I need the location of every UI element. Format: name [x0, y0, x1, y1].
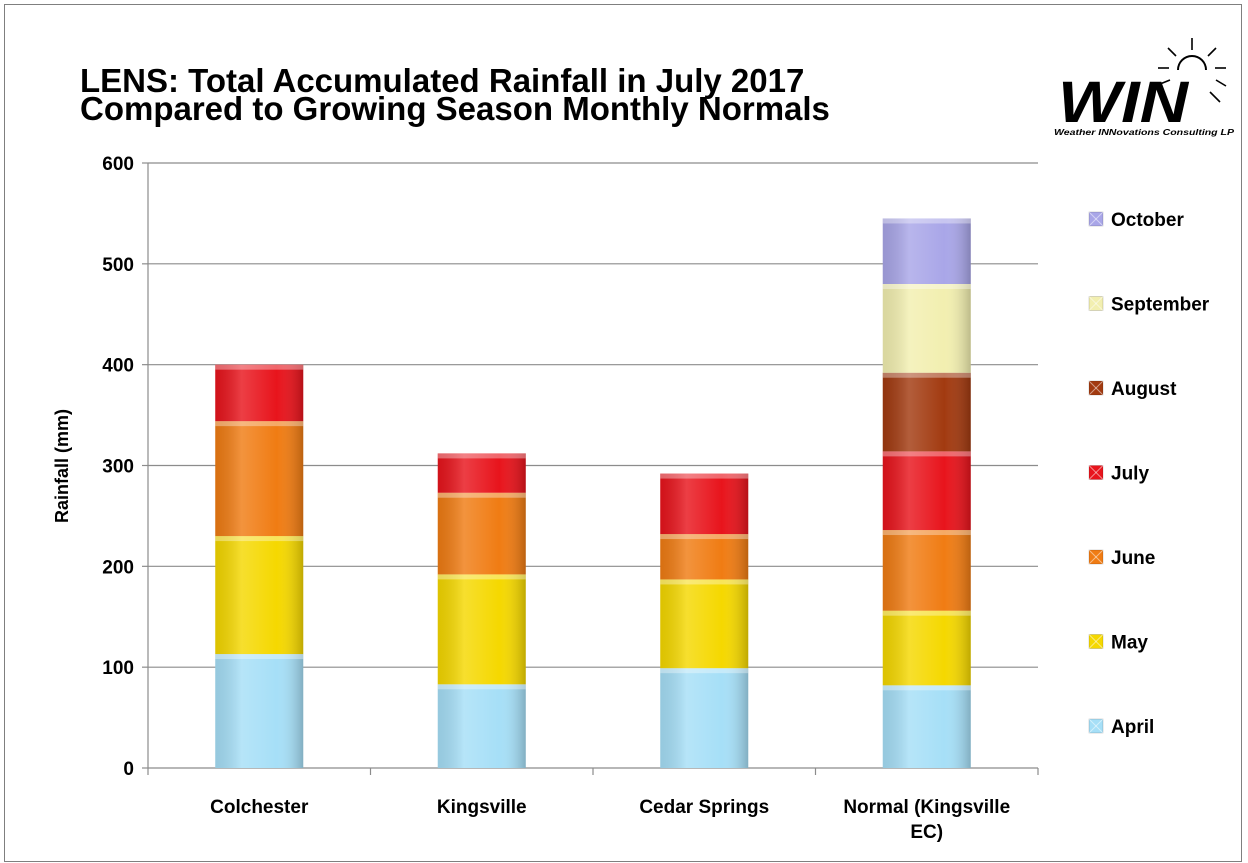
bar-segment-july [437, 453, 526, 493]
bar-segment-april [437, 684, 526, 768]
legend-item-august: August [1088, 379, 1177, 400]
logo-text: WIN [1058, 70, 1189, 135]
legend-label: September [1111, 295, 1210, 316]
x-tick-label: Cedar Springs [639, 797, 769, 818]
legend-label: June [1111, 548, 1155, 569]
legend-label: May [1111, 633, 1148, 654]
bar-segment-june [437, 492, 526, 575]
legend-label: October [1111, 210, 1184, 231]
legend-label: April [1111, 717, 1154, 738]
bar-segment-may [437, 574, 526, 685]
legend-item-july: July [1088, 464, 1149, 485]
bar-segment-october [882, 218, 971, 284]
win-logo: WIN Weather INNovations Consulting LP [1054, 38, 1235, 137]
legend-label: July [1111, 464, 1149, 485]
chart-frame [4, 4, 1242, 862]
sun-icon [1158, 38, 1227, 103]
y-tick-label: 100 [102, 658, 134, 679]
legend-item-june: June [1088, 548, 1155, 569]
y-tick-label: 300 [102, 457, 134, 478]
y-axis: 0 100 200 300 400 500 600 [102, 154, 149, 780]
legend: October September August July June May April [1088, 210, 1210, 738]
x-tick-label: Kingsville [437, 797, 527, 818]
bar-segment-september [882, 284, 971, 373]
legend-label: August [1111, 379, 1177, 400]
chart-title-line-1: LENS: Total Accumulated Rainfall in July… [80, 62, 805, 99]
bar-segment-july [882, 451, 971, 531]
bar-segment-may [660, 579, 749, 669]
legend-item-september: September [1088, 295, 1210, 316]
x-axis: Colchester Kingsville Cedar Springs Normal … [147, 767, 1039, 843]
bar-segment-july [660, 473, 749, 535]
bar-segment-june [660, 534, 749, 580]
y-axis-label: Rainfall (mm) [52, 409, 72, 523]
logo-tagline: Weather INNovations Consulting LP [1054, 128, 1235, 137]
bar-segment-june [882, 530, 971, 611]
bar-segment-april [882, 685, 971, 768]
bar-segment-july [215, 364, 304, 422]
bar-segment-april [660, 668, 749, 768]
legend-item-april: April [1088, 717, 1154, 738]
y-tick-label: 0 [123, 759, 134, 780]
bar-segment-august [882, 372, 971, 452]
legend-item-october: October [1088, 210, 1184, 231]
chart-title-line-2: Compared to Growing Season Monthly Norma… [80, 90, 830, 127]
x-tick-label: Colchester [210, 797, 309, 818]
bar-segment-may [882, 610, 971, 686]
y-tick-label: 200 [102, 557, 134, 578]
bar-segment-may [215, 536, 304, 655]
y-tick-label: 600 [102, 154, 134, 175]
bar-segment-june [215, 421, 304, 537]
bar-segment-april [215, 654, 304, 768]
y-tick-label: 500 [102, 255, 134, 276]
x-tick-label: Normal (Kingsville EC) [843, 797, 1010, 843]
legend-item-may: May [1088, 633, 1148, 654]
bar-stacks [215, 218, 971, 768]
y-tick-label: 400 [102, 356, 134, 377]
